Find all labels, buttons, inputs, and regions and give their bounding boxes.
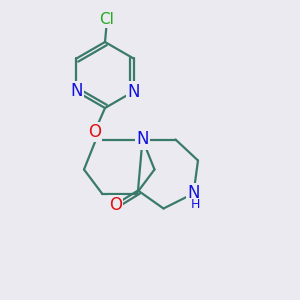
Text: N: N (70, 82, 83, 100)
Text: N: N (127, 82, 140, 100)
Text: N: N (136, 130, 149, 148)
Text: N: N (187, 184, 200, 202)
Text: H: H (190, 198, 200, 212)
Text: O: O (109, 196, 122, 214)
Text: O: O (88, 123, 101, 141)
Text: Cl: Cl (99, 12, 114, 27)
